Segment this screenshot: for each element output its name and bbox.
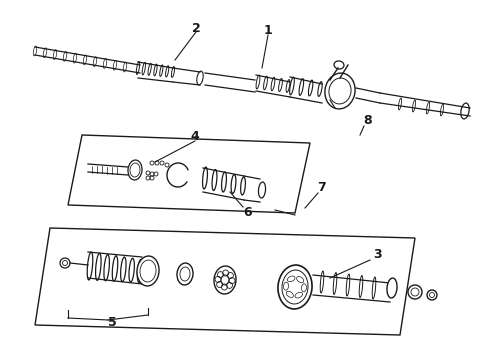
Text: 6: 6 xyxy=(244,206,252,219)
Ellipse shape xyxy=(325,73,355,109)
Ellipse shape xyxy=(214,266,236,294)
Text: 1: 1 xyxy=(264,23,272,36)
Circle shape xyxy=(427,290,437,300)
Ellipse shape xyxy=(128,160,142,180)
Text: 4: 4 xyxy=(191,130,199,143)
Ellipse shape xyxy=(177,263,193,285)
Ellipse shape xyxy=(137,256,159,286)
Circle shape xyxy=(408,285,422,299)
Text: 8: 8 xyxy=(364,113,372,126)
Ellipse shape xyxy=(278,265,312,309)
Text: 5: 5 xyxy=(108,315,117,328)
Text: 2: 2 xyxy=(192,22,200,35)
Ellipse shape xyxy=(387,278,397,298)
Text: 3: 3 xyxy=(374,248,382,261)
Text: 7: 7 xyxy=(318,180,326,194)
